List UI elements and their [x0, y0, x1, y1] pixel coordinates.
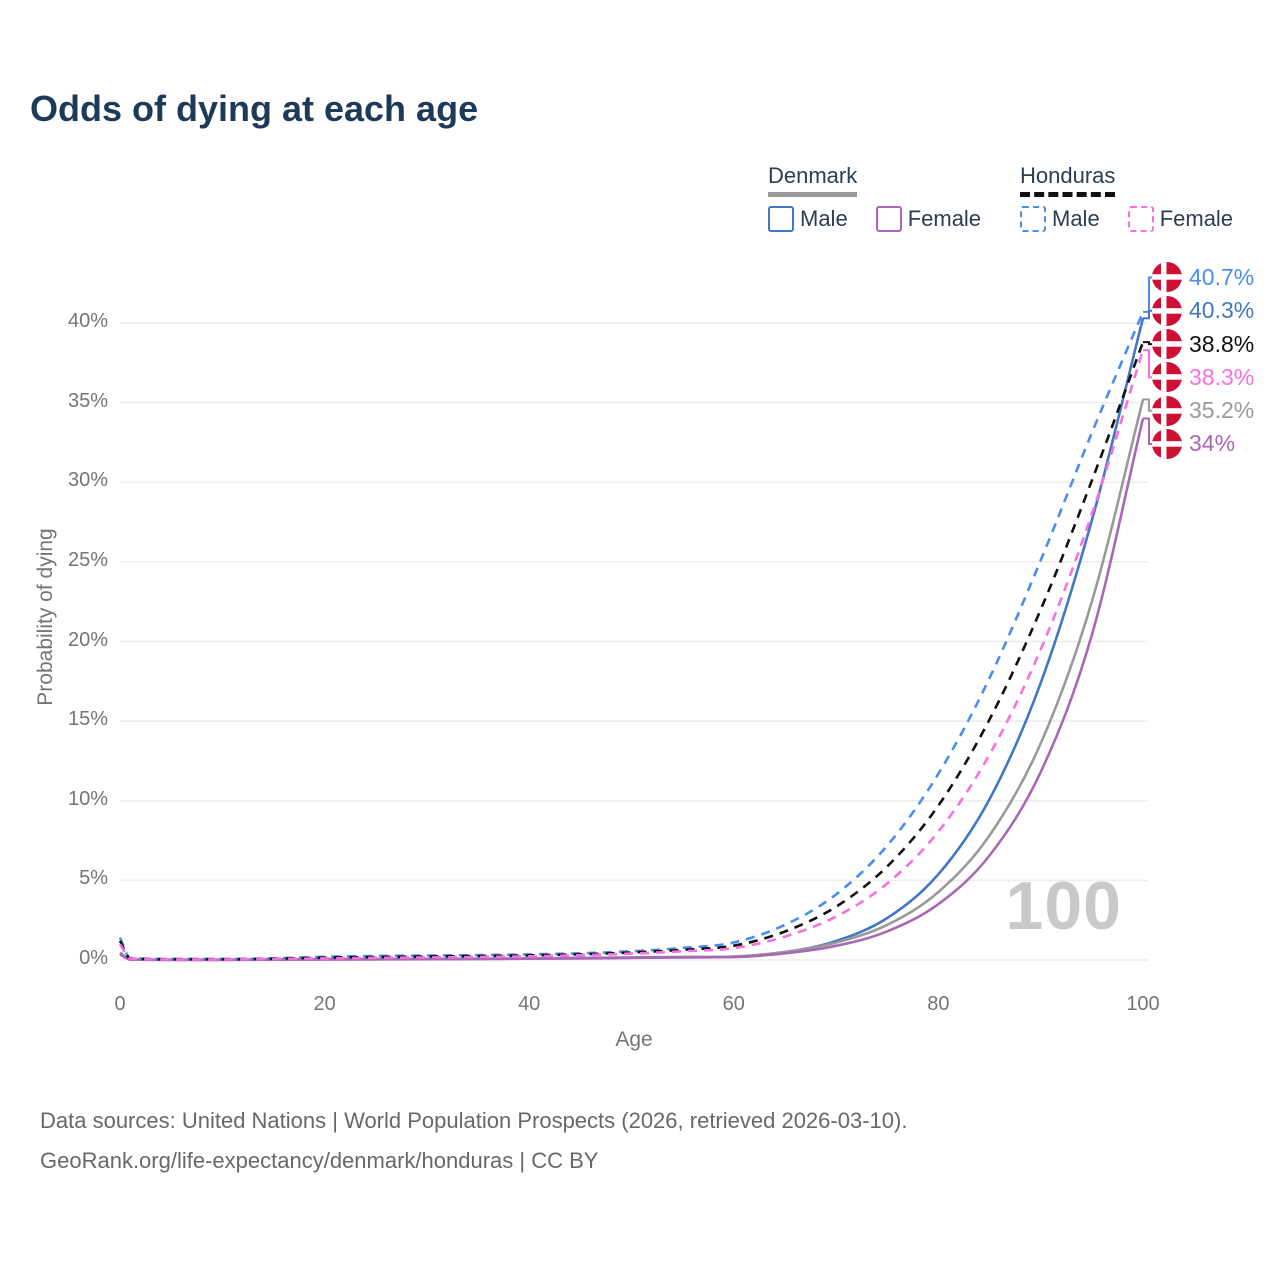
y-tick-40: 40% — [67, 310, 108, 332]
honduras-female-swatch-icon — [1127, 206, 1154, 232]
end-label-denmark-female: 34% — [1152, 428, 1236, 459]
end-label-value: 40.7% — [1189, 263, 1255, 290]
legend-item-label: Female — [907, 206, 982, 231]
leader-line — [1143, 276, 1153, 313]
denmark-female-swatch-icon — [875, 206, 902, 232]
series-line-honduras-male[interactable] — [118, 311, 1145, 961]
y-tick-30: 30% — [67, 469, 108, 492]
page-title: Odds of dying at each age — [30, 88, 479, 129]
x-axis-label: Age — [615, 1028, 653, 1051]
data-source-note: Data sources: United Nations | World Pop… — [40, 1108, 908, 1133]
y-tick-10: 10% — [67, 787, 108, 810]
legend-country-honduras: Honduras — [1020, 163, 1116, 197]
end-label-value: 40.3% — [1189, 297, 1255, 324]
end-label-honduras-both: 38.8% — [1152, 329, 1255, 360]
denmark-male-swatch-icon — [768, 206, 794, 232]
denmark-flag-icon — [1152, 295, 1182, 326]
leader-line — [1143, 398, 1153, 412]
honduras-flag-icon — [1152, 329, 1182, 360]
leader-line — [1143, 341, 1153, 346]
legend-item-honduras-male[interactable]: Male — [1020, 206, 1100, 232]
end-label-value: 38.8% — [1189, 330, 1255, 357]
leader-line — [1143, 417, 1153, 445]
leader-line — [1143, 349, 1153, 379]
series-line-honduras-female[interactable] — [118, 349, 1145, 961]
x-tick-80: 80 — [927, 993, 950, 1015]
y-tick-5: 5% — [79, 867, 108, 890]
end-label-honduras-female: 38.3% — [1152, 362, 1255, 393]
attribution-note: GeoRank.org/life-expectancy/denmark/hond… — [40, 1148, 599, 1173]
legend-country-denmark: Denmark — [768, 163, 858, 197]
x-tick-60: 60 — [722, 993, 745, 1015]
denmark-flag-icon — [1152, 428, 1182, 459]
y-axis-label: Probability of dying — [34, 528, 57, 706]
end-label-denmark-both: 35.2% — [1152, 395, 1255, 426]
honduras-flag-icon — [1152, 362, 1182, 393]
y-tick-20: 20% — [67, 628, 108, 651]
legend-item-label: Female — [1159, 206, 1234, 231]
legend-item-honduras-female[interactable]: Female — [1127, 206, 1234, 232]
leader-line — [1143, 309, 1153, 320]
hover-age-watermark: 100 — [1005, 868, 1122, 944]
legend-item-label: Male — [800, 206, 848, 231]
end-label-value: 34% — [1189, 430, 1236, 457]
x-tick-100: 100 — [1126, 993, 1160, 1015]
legend-item-label: Male — [1052, 206, 1100, 231]
honduras-flag-icon — [1152, 262, 1182, 293]
end-label-value: 35.2% — [1189, 397, 1255, 424]
legend-group-honduras: Honduras Male Female — [1020, 163, 1233, 232]
x-tick-20: 20 — [313, 993, 336, 1015]
y-tick-15: 15% — [67, 708, 108, 731]
x-tick-0: 0 — [114, 993, 126, 1015]
end-label-honduras-male: 40.7% — [1152, 262, 1255, 293]
honduras-male-swatch-icon — [1020, 206, 1046, 232]
series-line-honduras-both-sexes[interactable] — [118, 341, 1145, 961]
y-tick-35: 35% — [67, 389, 108, 412]
series-line-denmark-female[interactable] — [119, 418, 1145, 962]
legend-item-denmark-female[interactable]: Female — [875, 206, 982, 232]
legend-item-denmark-male[interactable]: Male — [768, 206, 848, 232]
end-label-value: 38.3% — [1189, 363, 1255, 390]
series-line-denmark-both-sexes[interactable] — [119, 399, 1145, 962]
y-tick-25: 25% — [67, 548, 108, 571]
y-tick-0: 0% — [79, 947, 108, 969]
end-label-denmark-male: 40.3% — [1152, 295, 1255, 326]
denmark-flag-icon — [1152, 395, 1182, 426]
legend-group-denmark: Denmark Male Female — [768, 163, 981, 232]
x-tick-40: 40 — [518, 993, 541, 1015]
series-line-denmark-male[interactable] — [119, 317, 1145, 962]
